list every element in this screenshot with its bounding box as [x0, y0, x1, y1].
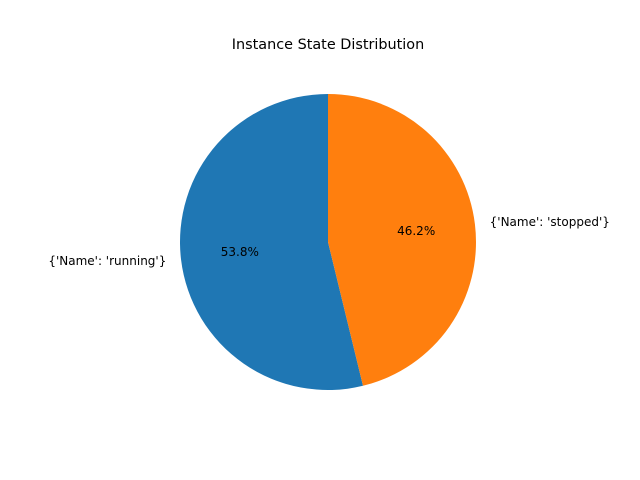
pie-labels: {'Name': 'running'} 53.8% {'Name': 'stoppe…	[48, 215, 610, 268]
pie-slice-name-stopped	[328, 94, 477, 386]
pie-slice-name-running	[180, 94, 364, 390]
slice-label-name-stopped: {'Name': 'stopped'}	[490, 215, 610, 229]
pie-slices	[180, 94, 477, 390]
slice-label-name-running: {'Name': 'running'}	[48, 254, 166, 268]
chart-title: Instance State Distribution	[232, 37, 424, 53]
slice-percent-name-stopped: 46.2%	[397, 224, 435, 238]
slice-percent-name-running: 53.8%	[221, 245, 259, 259]
